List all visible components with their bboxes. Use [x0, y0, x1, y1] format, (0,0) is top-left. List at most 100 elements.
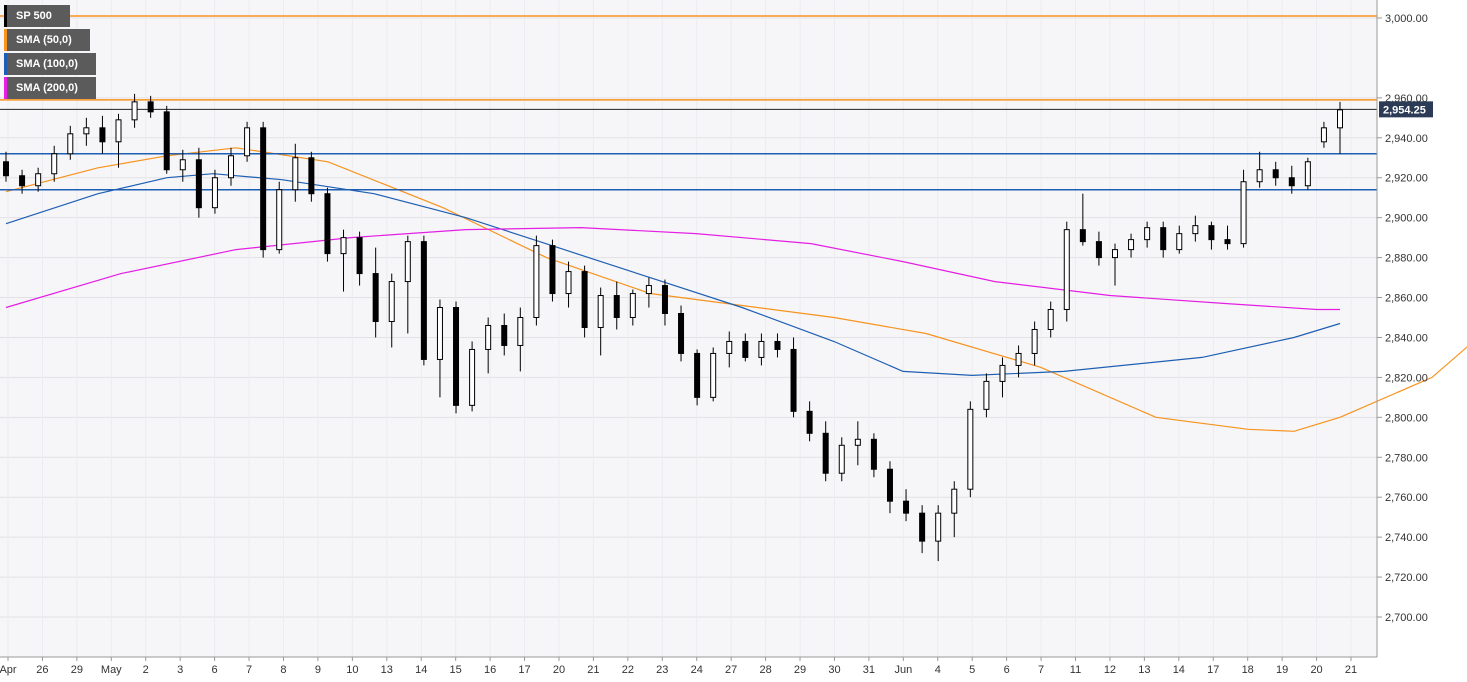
candle-down — [4, 162, 9, 176]
y-tick-label: 2,700.00 — [1385, 612, 1428, 624]
x-tick-label: 26 — [36, 664, 48, 676]
candle-up — [1112, 250, 1117, 258]
x-tick-label: 17 — [518, 664, 530, 676]
candle-up — [711, 353, 716, 397]
x-tick-label: 7 — [1038, 664, 1044, 676]
candle-up — [405, 242, 410, 282]
y-tick-label: 2,920.00 — [1385, 173, 1428, 185]
candle-down — [887, 469, 892, 501]
x-tick-label: 29 — [794, 664, 806, 676]
candle-up — [486, 325, 491, 349]
legend-label: SMA (100,0) — [16, 58, 78, 70]
candle-up — [759, 341, 764, 357]
legend-swatch — [4, 5, 7, 27]
candle-up — [936, 513, 941, 541]
candle-down — [662, 286, 667, 314]
x-tick-label: 7 — [246, 664, 252, 676]
last-price-label: 2,954.25 — [1383, 104, 1426, 116]
candle-up — [968, 409, 973, 489]
candle-down — [261, 128, 266, 250]
last-price-marker: 2,954.25 — [1379, 101, 1433, 117]
candle-up — [68, 134, 73, 154]
candle-up — [293, 158, 298, 190]
x-tick-label: 6 — [1004, 664, 1010, 676]
x-tick-label: 21 — [587, 664, 599, 676]
candle-up — [1177, 234, 1182, 250]
x-tick-label: 8 — [280, 664, 286, 676]
legend-item-sp500[interactable]: SP 500 — [4, 5, 70, 27]
candle-up — [116, 120, 121, 142]
x-tick-label: 20 — [1310, 664, 1322, 676]
candle-up — [984, 381, 989, 409]
x-tick-label: 29 — [71, 664, 83, 676]
candle-down — [325, 194, 330, 254]
candle-up — [1048, 310, 1053, 330]
candle-down — [582, 272, 587, 328]
candle-up — [132, 102, 137, 120]
x-tick-label: 5 — [969, 664, 975, 676]
candle-up — [1338, 110, 1343, 128]
y-tick-label: 2,820.00 — [1385, 372, 1428, 384]
candle-up — [1305, 162, 1310, 186]
candle-up — [1321, 128, 1326, 142]
candle-up — [245, 128, 250, 156]
candle-up — [727, 341, 732, 353]
x-tick-label: 18 — [1242, 664, 1254, 676]
candle-down — [502, 325, 507, 345]
x-tick-label: 12 — [1104, 664, 1116, 676]
candle-up — [952, 489, 957, 513]
candle-up — [180, 160, 185, 170]
candle-up — [52, 154, 57, 174]
candle-down — [1209, 226, 1214, 240]
x-tick-label: 24 — [691, 664, 703, 676]
y-tick-label: 2,860.00 — [1385, 293, 1428, 305]
candle-down — [614, 296, 619, 318]
y-tick-label: 2,760.00 — [1385, 492, 1428, 504]
legend-label: SMA (200,0) — [16, 82, 78, 94]
candle-up — [534, 246, 539, 318]
candle-up — [566, 272, 571, 294]
legend-swatch — [4, 77, 7, 99]
candle-down — [679, 314, 684, 354]
candle-up — [1032, 329, 1037, 353]
x-tick-label: 16 — [484, 664, 496, 676]
candle-up — [1241, 182, 1246, 244]
candle-up — [646, 286, 651, 294]
candle-up — [1016, 353, 1021, 365]
legend-item-sma50[interactable]: SMA (50,0) — [4, 29, 90, 51]
candle-down — [309, 158, 314, 194]
x-tick-label: Jun — [894, 664, 912, 676]
candle-up — [839, 445, 844, 473]
legend-item-sma100[interactable]: SMA (100,0) — [4, 53, 96, 75]
legend-item-sma200[interactable]: SMA (200,0) — [4, 77, 96, 99]
candle-up — [1129, 240, 1134, 250]
candle-up — [341, 238, 346, 254]
candle-up — [437, 308, 442, 360]
x-tick-label: 28 — [759, 664, 771, 676]
x-tick-label: 30 — [828, 664, 840, 676]
candle-down — [695, 353, 700, 397]
x-tick-label: 23 — [656, 664, 668, 676]
candle-down — [20, 176, 25, 186]
candle-down — [871, 439, 876, 469]
candle-up — [389, 282, 394, 322]
x-tick-label: 22 — [622, 664, 634, 676]
candle-up — [212, 178, 217, 208]
x-tick-label: 17 — [1207, 664, 1219, 676]
candle-up — [277, 190, 282, 250]
x-tick-label: 15 — [450, 664, 462, 676]
candle-down — [775, 341, 780, 349]
x-tick-label: 10 — [346, 664, 358, 676]
candle-up — [36, 174, 41, 186]
candle-down — [823, 433, 828, 473]
y-tick-label: 3,000.00 — [1385, 13, 1428, 25]
candle-up — [1000, 365, 1005, 381]
legend-label: SP 500 — [16, 10, 52, 22]
x-tick-label: 13 — [1138, 664, 1150, 676]
candle-up — [1257, 170, 1262, 182]
x-tick-label: 9 — [315, 664, 321, 676]
y-tick-label: 2,720.00 — [1385, 572, 1428, 584]
candle-up — [84, 128, 89, 134]
x-tick-label: 14 — [1173, 664, 1185, 676]
